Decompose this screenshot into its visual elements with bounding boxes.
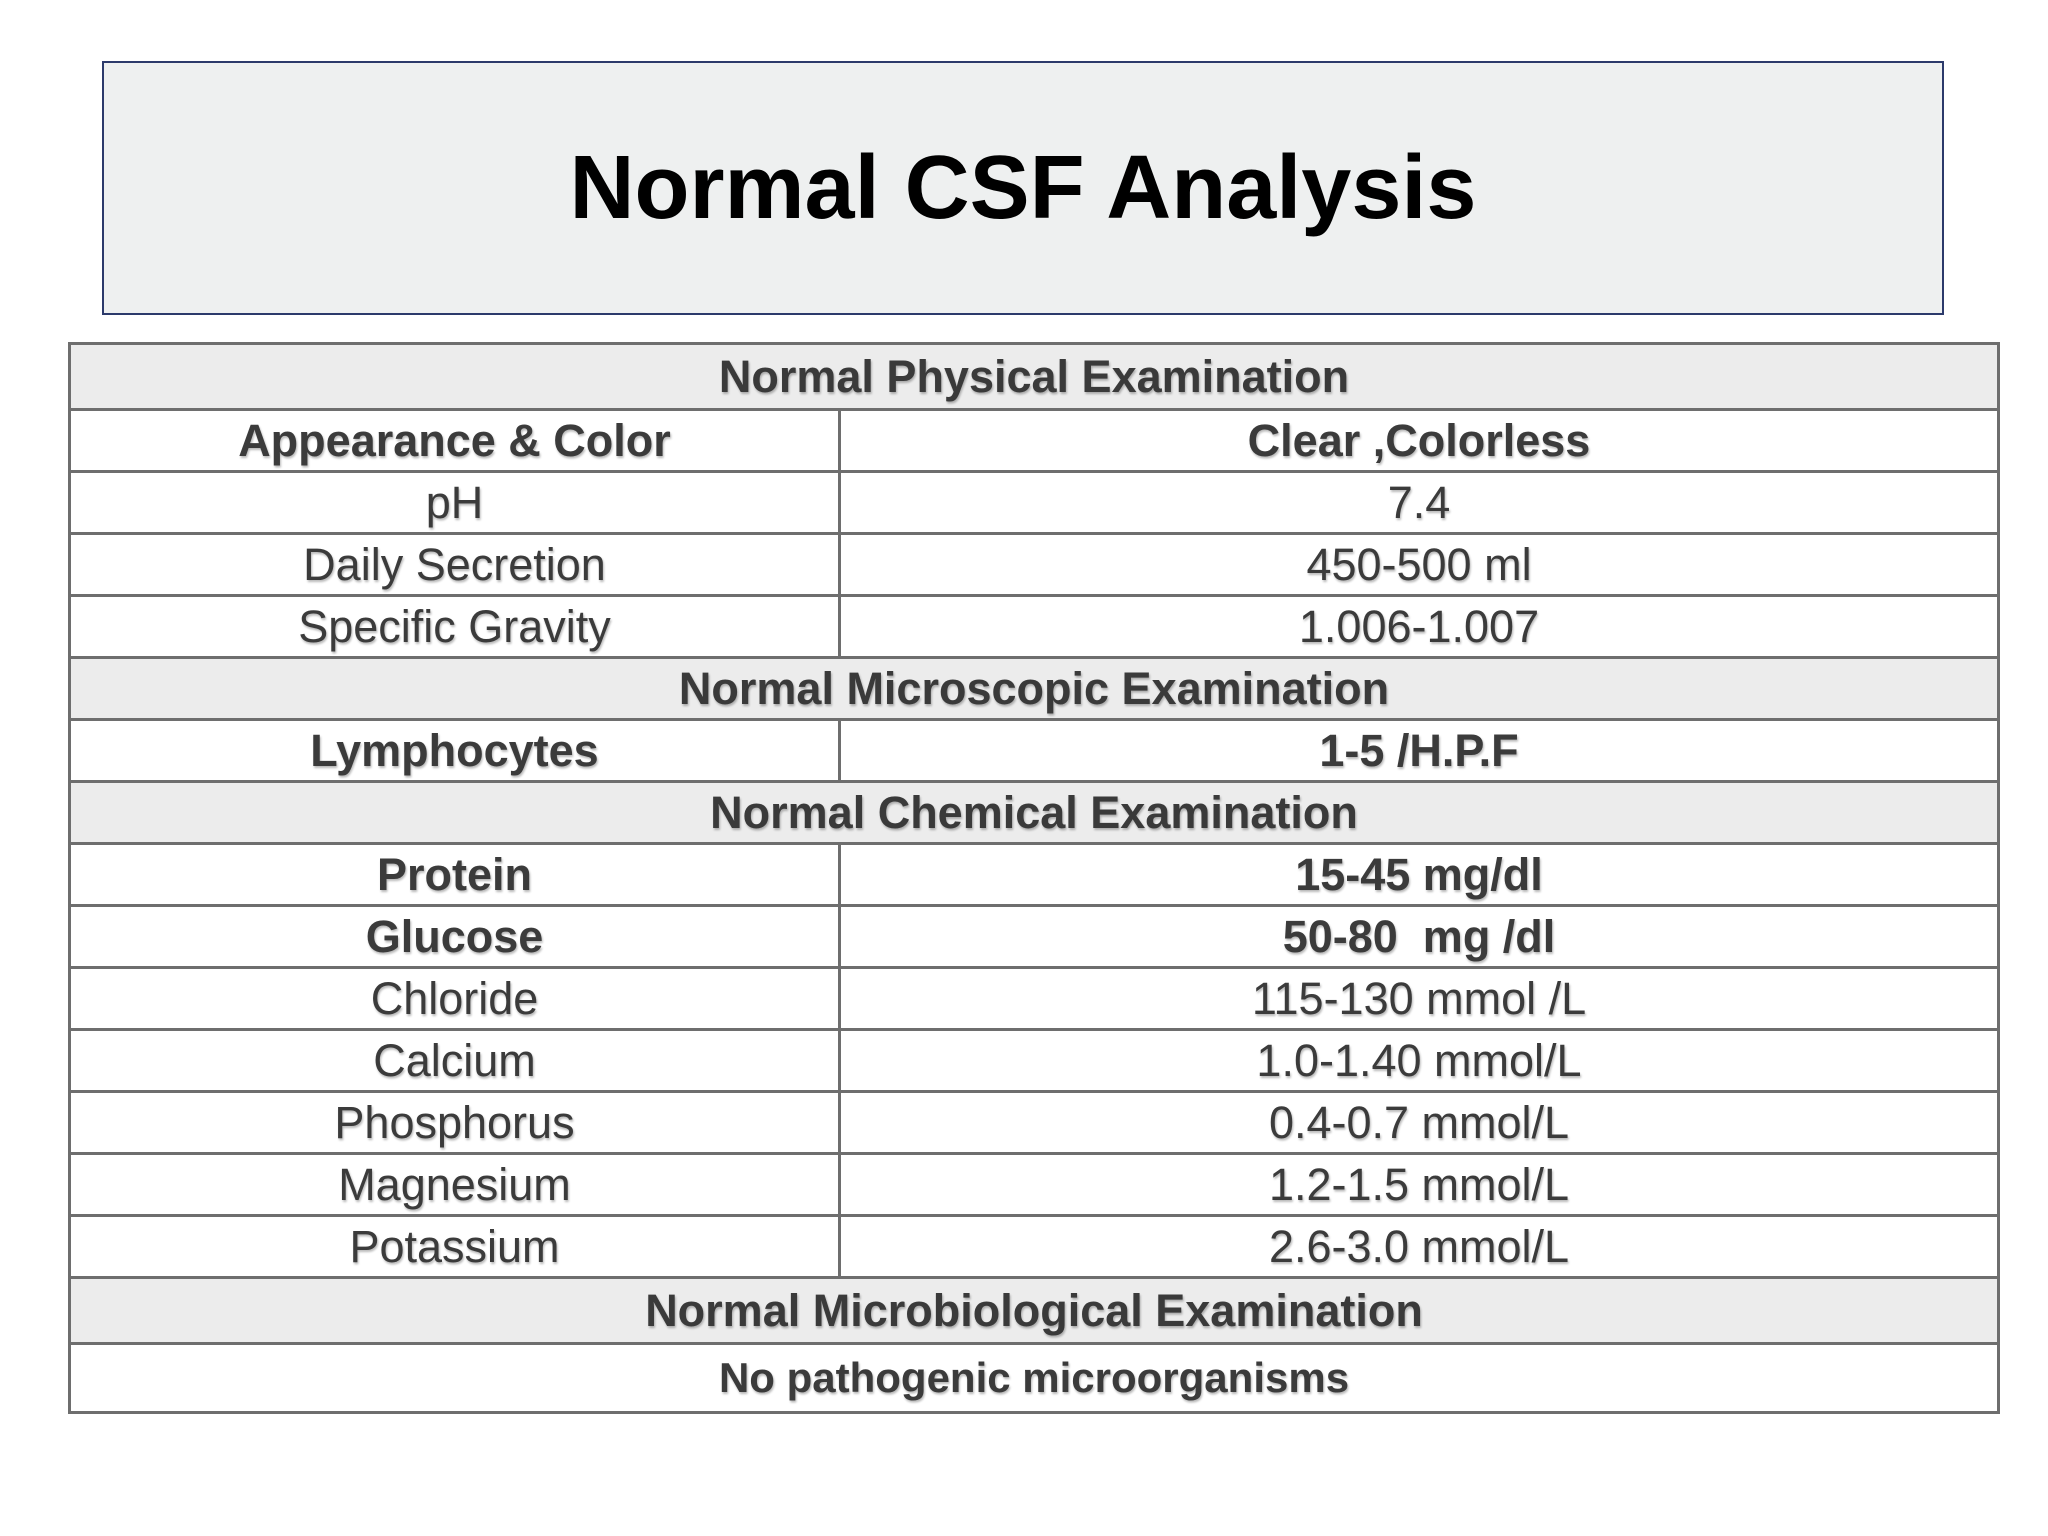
- csf-analysis-table: Normal Physical Examination Appearance &…: [67, 342, 2001, 1414]
- row-label: Daily Secretion: [68, 532, 841, 597]
- row-value: 0.4-0.7 mmol/L: [837, 1090, 2001, 1155]
- row-value: 1.006-1.007: [837, 594, 2001, 659]
- table-row: Phosphorus 0.4-0.7 mmol/L: [68, 1090, 2001, 1155]
- row-label: Potassium: [68, 1214, 841, 1279]
- row-label: Glucose: [68, 904, 841, 969]
- row-value: 2.6-3.0 mmol/L: [837, 1214, 2001, 1279]
- row-value: 50-80 mg /dl: [837, 904, 2001, 969]
- row-label: Calcium: [68, 1028, 841, 1093]
- row-value: 15-45 mg/dl: [837, 842, 2001, 907]
- table-row: pH 7.4: [68, 470, 2001, 535]
- section-heading-chemical: Normal Chemical Examination: [67, 780, 2001, 845]
- table-row: No pathogenic microorganisms: [67, 1342, 2001, 1414]
- section-heading-microbiological: Normal Microbiological Examination: [67, 1276, 2001, 1345]
- title-banner: Normal CSF Analysis: [102, 61, 1944, 315]
- table-row: Calcium 1.0-1.40 mmol/L: [68, 1028, 2001, 1093]
- row-label: Protein: [68, 842, 841, 907]
- row-label: Phosphorus: [68, 1090, 841, 1155]
- row-label: Lymphocytes: [68, 718, 841, 783]
- row-label: Appearance & Color: [68, 408, 841, 473]
- table-row: Appearance & Color Clear ,Colorless: [68, 408, 2001, 473]
- row-value: 115-130 mmol /L: [837, 966, 2001, 1031]
- table-row: Protein 15-45 mg/dl: [68, 842, 2001, 907]
- section-header-row: Normal Chemical Examination: [67, 780, 2001, 845]
- row-value: 1.2-1.5 mmol/L: [837, 1152, 2001, 1217]
- table-row: Daily Secretion 450-500 ml: [68, 532, 2001, 597]
- table-row: Magnesium 1.2-1.5 mmol/L: [68, 1152, 2001, 1217]
- row-value: 1-5 /H.P.F: [837, 718, 2001, 783]
- row-label: Chloride: [68, 966, 841, 1031]
- section-heading-physical: Normal Physical Examination: [67, 342, 2001, 411]
- row-label: Magnesium: [68, 1152, 841, 1217]
- section-header-row: Normal Microscopic Examination: [67, 656, 2001, 721]
- table-row: Specific Gravity 1.006-1.007: [68, 594, 2001, 659]
- section-header-row: Normal Microbiological Examination: [67, 1276, 2001, 1345]
- table-row: Potassium 2.6-3.0 mmol/L: [68, 1214, 2001, 1279]
- table-row: Glucose 50-80 mg /dl: [68, 904, 2001, 969]
- row-value: 7.4: [837, 470, 2001, 535]
- row-label: pH: [68, 470, 841, 535]
- table-row: Lymphocytes 1-5 /H.P.F: [68, 718, 2001, 783]
- section-header-row: Normal Physical Examination: [67, 342, 2001, 411]
- row-value: 1.0-1.40 mmol/L: [837, 1028, 2001, 1093]
- row-label: Specific Gravity: [68, 594, 841, 659]
- page-title: Normal CSF Analysis: [569, 137, 1477, 238]
- row-value: 450-500 ml: [837, 532, 2001, 597]
- table-row: Chloride 115-130 mmol /L: [68, 966, 2001, 1031]
- section-heading-microscopic: Normal Microscopic Examination: [67, 656, 2001, 721]
- microbiological-note: No pathogenic microorganisms: [67, 1342, 2001, 1414]
- row-value: Clear ,Colorless: [837, 408, 2001, 473]
